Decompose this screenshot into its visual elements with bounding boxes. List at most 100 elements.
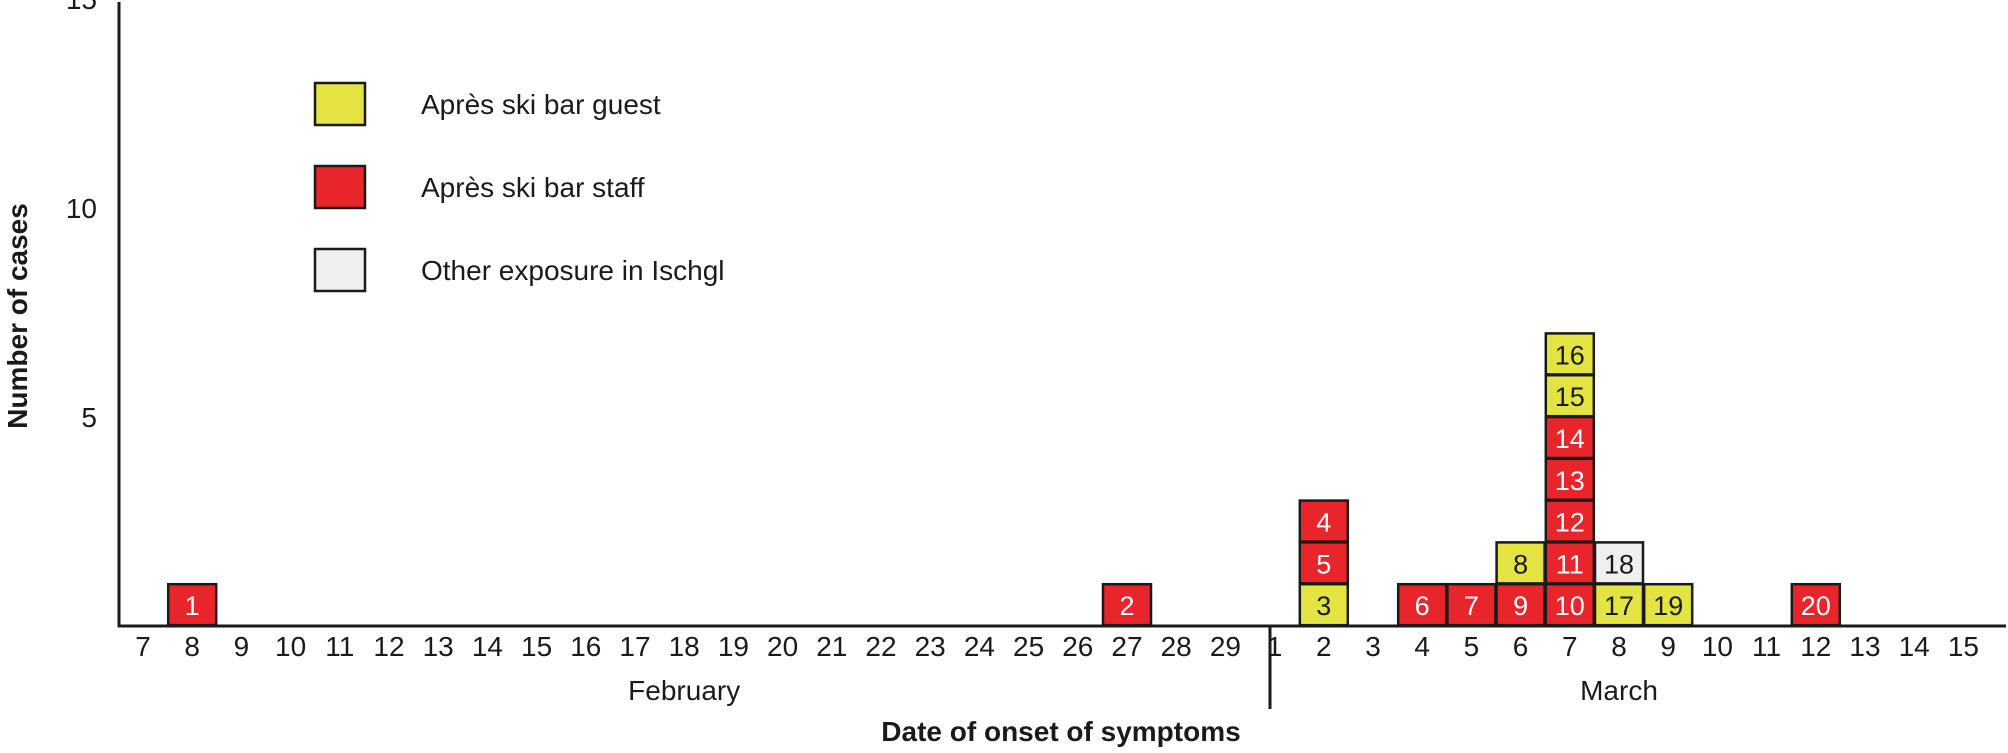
month-label: February (628, 675, 740, 706)
case-box: 15 (1544, 373, 1596, 418)
case-box-rect (1544, 499, 1596, 543)
case-number-label: 19 (1653, 591, 1683, 621)
x-tick-label: 11 (1752, 631, 1781, 662)
case-box-rect (1642, 582, 1694, 627)
x-tick-label: 23 (915, 631, 946, 662)
x-tick-label: 17 (619, 631, 650, 662)
legend: Après ski bar guest Après ski bar staff Ot… (313, 81, 725, 293)
axes (117, 2, 2006, 709)
legend-label: Après ski bar guest (421, 89, 661, 120)
legend-swatch (313, 81, 367, 127)
legend-label: Other exposure in Ischgl (421, 255, 725, 286)
case-box: 3 (1298, 582, 1350, 627)
case-box: 17 (1593, 582, 1645, 627)
month-labels: February March (628, 675, 1658, 706)
x-tick-label: 26 (1062, 631, 1093, 662)
month-label: March (1580, 675, 1658, 706)
x-tick-label: 15 (521, 631, 552, 662)
x-tick-label: 13 (1849, 631, 1880, 662)
x-tick-labels: 7 8 9 10 11 12 13 14 15 16 17 18 19 20 21 22 23 24 25 26 27 2… (135, 631, 1979, 662)
case-box: 9 (1495, 582, 1546, 627)
x-tick-label: 4 (1414, 631, 1430, 662)
legend-swatch (313, 247, 367, 293)
case-number-label: 1 (185, 591, 200, 621)
x-tick-label: 5 (1464, 631, 1480, 662)
x-tick-label: 21 (816, 631, 847, 662)
x-axis-title: Date of onset of symptoms (881, 716, 1240, 747)
case-number-label: 5 (1316, 549, 1331, 579)
case-box: 7 (1446, 582, 1497, 627)
case-box: 13 (1544, 457, 1596, 502)
y-tick-label: 5 (81, 402, 97, 433)
case-number-label: 17 (1604, 591, 1634, 621)
case-box-rect (1544, 582, 1596, 627)
case-number-label: 3 (1316, 591, 1331, 621)
case-number-label: 11 (1556, 549, 1584, 579)
x-tick-label: 29 (1210, 631, 1241, 662)
case-box-rect (1495, 541, 1546, 585)
case-number-label: 12 (1555, 508, 1585, 538)
x-tick-label: 14 (472, 631, 503, 662)
case-box: 12 (1544, 499, 1596, 543)
case-box: 1 (166, 582, 218, 627)
x-tick-label: 1 (1267, 631, 1283, 662)
case-box: 16 (1544, 332, 1596, 376)
case-box-rect (1790, 582, 1842, 627)
x-tick-label: 3 (1365, 631, 1381, 662)
case-box: 8 (1495, 541, 1546, 585)
legend-label: Après ski bar staff (421, 172, 645, 203)
case-number-label: 7 (1464, 591, 1479, 621)
case-number-label: 8 (1513, 549, 1528, 579)
x-tick-label: 8 (1611, 631, 1627, 662)
case-number-label: 9 (1513, 591, 1528, 621)
case-box-rect (1495, 582, 1546, 627)
case-box: 4 (1298, 499, 1350, 543)
x-tick-label: 12 (1800, 631, 1831, 662)
x-tick-label: 10 (275, 631, 306, 662)
x-tick-label: 9 (1660, 631, 1676, 662)
y-axis-title: Number of cases (2, 203, 33, 429)
x-tick-label: 25 (1013, 631, 1044, 662)
x-tick-label: 2 (1316, 631, 1332, 662)
x-tick-label: 27 (1111, 631, 1142, 662)
case-box-rect (1544, 332, 1596, 376)
x-tick-label: 19 (718, 631, 749, 662)
case-number-label: 2 (1119, 591, 1134, 621)
case-number-label: 13 (1555, 466, 1585, 496)
case-box: 18 (1593, 541, 1645, 585)
x-tick-label: 8 (184, 631, 200, 662)
x-tick-label: 15 (1948, 631, 1979, 662)
x-tick-label: 20 (767, 631, 798, 662)
case-box-rect (1544, 457, 1596, 502)
case-number-label: 16 (1555, 340, 1585, 370)
y-tick-label: 10 (66, 193, 97, 224)
case-number-label: 4 (1316, 508, 1331, 538)
case-box-rect (1593, 541, 1645, 585)
case-number-label: 20 (1801, 591, 1831, 621)
case-box: 20 (1790, 582, 1842, 627)
case-number-label: 14 (1555, 424, 1585, 454)
x-tick-label: 6 (1513, 631, 1529, 662)
x-tick-label: 7 (1562, 631, 1578, 662)
case-box-rect (1298, 499, 1350, 543)
x-tick-label: 16 (570, 631, 601, 662)
case-box: 2 (1101, 582, 1153, 627)
case-box-rect (1544, 373, 1596, 418)
x-tick-label: 14 (1899, 631, 1930, 662)
y-tick-labels: 5 10 15 (66, 0, 97, 433)
case-box: 19 (1642, 582, 1694, 627)
legend-swatch (313, 164, 367, 210)
x-tick-label: 28 (1161, 631, 1192, 662)
x-tick-label: 13 (423, 631, 454, 662)
case-box-rect (1298, 541, 1350, 585)
x-tick-label: 24 (964, 631, 995, 662)
case-box: 5 (1298, 541, 1350, 585)
case-number-label: 15 (1555, 382, 1585, 412)
y-tick-label: 15 (66, 0, 97, 15)
case-box-rect (1593, 582, 1645, 627)
case-box: 14 (1544, 415, 1596, 460)
case-box: 6 (1396, 582, 1448, 627)
x-tick-label: 12 (373, 631, 404, 662)
